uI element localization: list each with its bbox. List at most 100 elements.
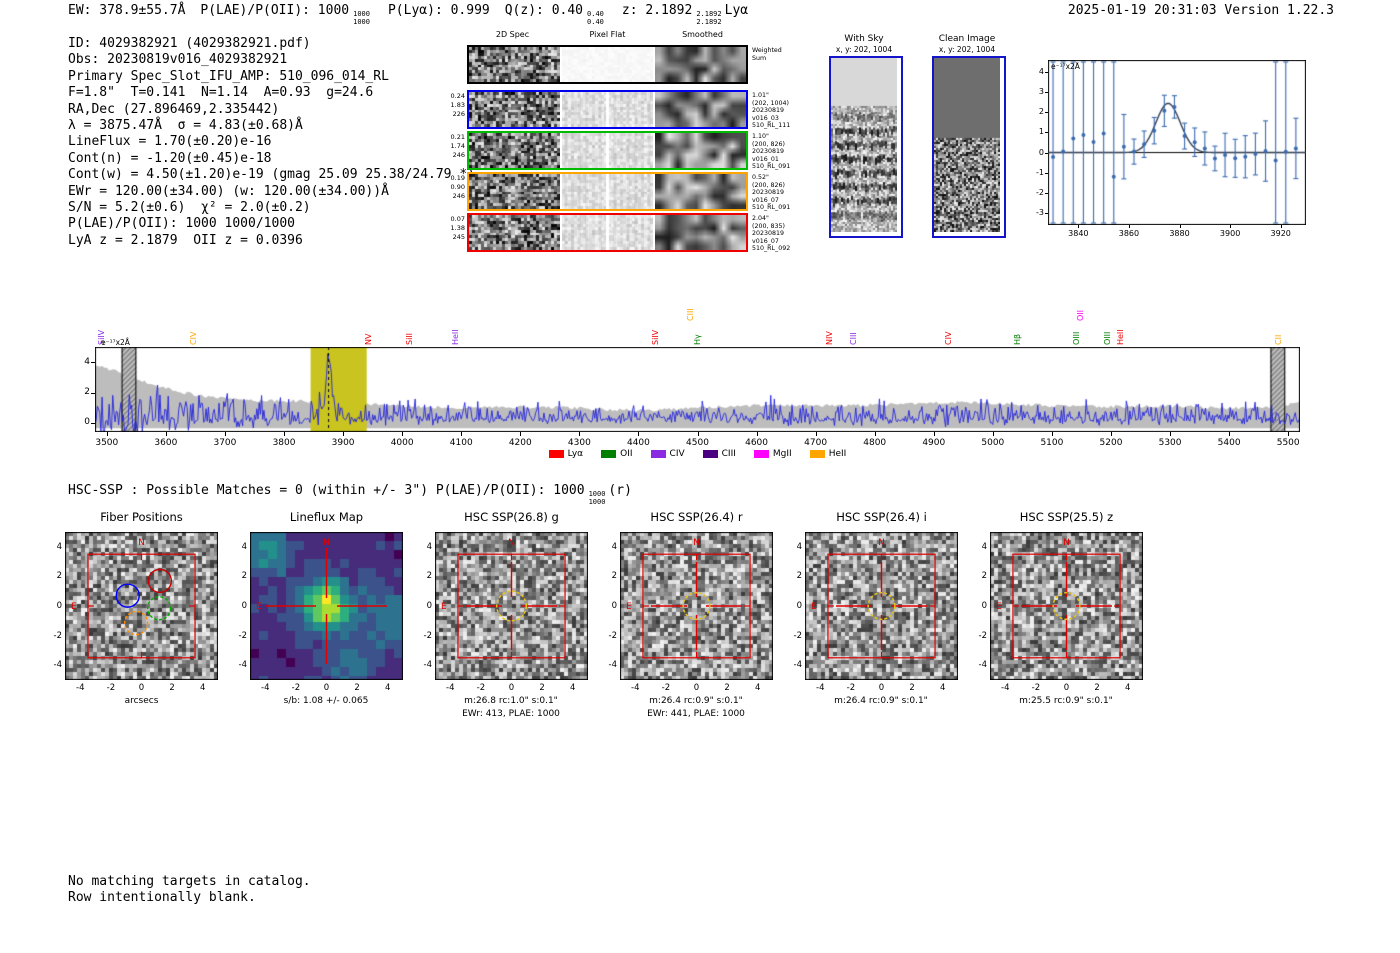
x-tick bbox=[402, 432, 404, 436]
x-tick bbox=[1280, 225, 1282, 228]
spec2d-row bbox=[467, 172, 748, 211]
cutout-caption: m:26.4 rc:0.9" s:0.1" bbox=[649, 696, 743, 706]
strip-smoothed bbox=[655, 92, 746, 127]
main-spectrum-plot: SiIV CIV NV SiII HeII SiIV CIII Hγ NIV CIII CIV Hβ O… bbox=[60, 272, 1370, 477]
y-tick-label: -3 bbox=[1036, 207, 1044, 217]
info-line: Obs: 20230819v016_4029382921 bbox=[68, 52, 288, 68]
y-tick-label: 2 bbox=[1038, 107, 1044, 117]
x-tick-label: 3600 bbox=[154, 438, 178, 448]
aperture-circle bbox=[495, 590, 528, 622]
x-tick bbox=[520, 432, 522, 436]
x-tick-label: 4400 bbox=[626, 438, 650, 448]
spectrum-legend: Lyα OII CIV CIII MgII HeII bbox=[95, 449, 1300, 459]
line-label-Hβ: Hβ bbox=[1012, 333, 1022, 345]
x-tick bbox=[1128, 225, 1130, 228]
footer-notes: No matching targets in catalog. Row inte… bbox=[68, 874, 311, 905]
y-tick-label: -4 bbox=[423, 660, 432, 671]
line-label-CIV: CIV bbox=[189, 331, 199, 345]
match-text: HSC-SSP : Possible Matches = 0 (within +… bbox=[68, 483, 585, 498]
x-tick-label: -2 bbox=[106, 683, 116, 693]
plae-range: 1000 1000 bbox=[353, 10, 370, 26]
match-band: (r) bbox=[608, 483, 632, 498]
ew-value: EW: 378.9±55.7Å bbox=[68, 3, 186, 18]
clean-image bbox=[934, 58, 1000, 232]
clean-image-frame bbox=[932, 56, 1006, 238]
strip-pixelflat bbox=[562, 215, 653, 250]
y-tick bbox=[1045, 172, 1048, 174]
x-tick bbox=[165, 432, 167, 436]
plae-poii-value: P(LAE)/P(OII): 1000 bbox=[200, 3, 350, 18]
cutout-panel-hsc: HSC SSP(26.4) i N E -4 -4 -2 -2 0 0 2 2 4 4 m:26.4 rc… bbox=[783, 508, 983, 733]
x-tick-label: 2 bbox=[1094, 683, 1100, 693]
x-tick-label: 3700 bbox=[213, 438, 237, 448]
compass-n: N bbox=[508, 538, 515, 548]
cutout-overlay: NE bbox=[996, 538, 1121, 659]
z-lo: 2.1892 bbox=[696, 17, 722, 26]
x-tick-label: 3860 bbox=[1118, 229, 1140, 238]
legend-label: Lyα bbox=[567, 449, 584, 459]
y-tick-label: -2 bbox=[423, 630, 432, 641]
x-tick bbox=[343, 432, 345, 436]
y-tick-label: -1 bbox=[1036, 167, 1044, 177]
legend-label: CIII bbox=[721, 449, 736, 459]
y-tick-label: 2 bbox=[56, 571, 62, 582]
compass-n: N bbox=[693, 538, 700, 548]
x-tick-label: 0 bbox=[138, 683, 145, 693]
line-label-SiIV: SiIV bbox=[651, 329, 661, 345]
cutout-title: Fiber Positions bbox=[100, 510, 183, 524]
spec2d-row bbox=[467, 131, 748, 170]
x-tick-label: 3880 bbox=[1169, 229, 1190, 238]
x-tick-label: 5500 bbox=[1276, 438, 1300, 448]
legend-swatch bbox=[753, 450, 769, 458]
y-tick-label: 4 bbox=[426, 541, 432, 552]
info-line: P(LAE)/P(OII): 1000 1000/1000 bbox=[68, 216, 295, 232]
compass-e: E bbox=[996, 602, 1002, 612]
x-tick-label: 4100 bbox=[449, 438, 473, 448]
x-tick bbox=[224, 432, 226, 436]
cutout-overlay: NE bbox=[811, 538, 936, 659]
clean-image-title: Clean Image bbox=[938, 34, 996, 44]
spec2d-row-stats: 0.19 0.90 246 bbox=[450, 174, 465, 200]
strip-pixelflat bbox=[562, 174, 653, 209]
y-tick-label: 0 bbox=[84, 417, 90, 428]
y-tick bbox=[91, 392, 95, 394]
cutout-panel-fiber: Fiber Positions N E -4 -4 -2 -2 0 0 2 2 4 4 arcsecs bbox=[43, 508, 243, 733]
line-label-HeII: HeII bbox=[450, 329, 460, 345]
x-tick-label: 4500 bbox=[686, 438, 709, 448]
x-tick-label: 0 bbox=[878, 683, 885, 693]
x-tick-label: 3800 bbox=[272, 438, 296, 448]
x-tick bbox=[756, 432, 758, 436]
zoom-spectrum-canvas bbox=[1048, 60, 1306, 225]
x-tick-label: 4 bbox=[199, 683, 206, 693]
flux-unit-label: e⁻¹⁷x2Å bbox=[1051, 62, 1080, 71]
x-tick-label: -2 bbox=[476, 683, 486, 693]
legend-swatch bbox=[601, 450, 617, 458]
compass-n: N bbox=[878, 538, 885, 548]
line-label-CIII: CIII bbox=[848, 332, 858, 345]
qz-hi: 0.40 bbox=[587, 10, 604, 18]
info-line: F=1.8" T=0.141 N=1.14 A=0.93 g=24.6 bbox=[68, 85, 374, 101]
match-plae-range: 1000 1000 bbox=[589, 490, 606, 506]
info-line: S/N = 5.2(±0.6) χ² = 2.0(±0.2) bbox=[68, 200, 311, 216]
x-tick-label: 5300 bbox=[1158, 438, 1182, 448]
x-tick-label: 2 bbox=[354, 683, 360, 693]
info-line: Primary Spec_Slot_IFU_AMP: 510_096_014_R… bbox=[68, 68, 389, 84]
strip-pixelflat bbox=[562, 47, 653, 82]
legend-item: CIII bbox=[702, 449, 736, 459]
withsky-frame bbox=[829, 56, 903, 238]
x-tick bbox=[284, 432, 286, 436]
x-tick-label: -4 bbox=[261, 683, 270, 693]
y-tick-label: 0 bbox=[56, 601, 62, 611]
x-tick-label: 4700 bbox=[804, 438, 828, 448]
spec2d-row bbox=[467, 90, 748, 129]
main-spectrum-canvas bbox=[95, 347, 1300, 432]
info-line: RA,Dec (27.896469,2.335442) bbox=[68, 101, 280, 117]
z-value: z: 2.1892 bbox=[621, 3, 693, 18]
spec2d-row-stats: 0.24 1.83 226 bbox=[450, 92, 465, 118]
x-tick-label: -2 bbox=[846, 683, 856, 693]
info-line: LineFlux = 1.70(±0.20)e-16 bbox=[68, 134, 272, 150]
strip-pixelflat bbox=[562, 92, 653, 127]
y-tick-label: 0 bbox=[981, 601, 987, 611]
line-label-OII: OII bbox=[1075, 309, 1085, 321]
x-tick-label: 0 bbox=[323, 683, 330, 693]
